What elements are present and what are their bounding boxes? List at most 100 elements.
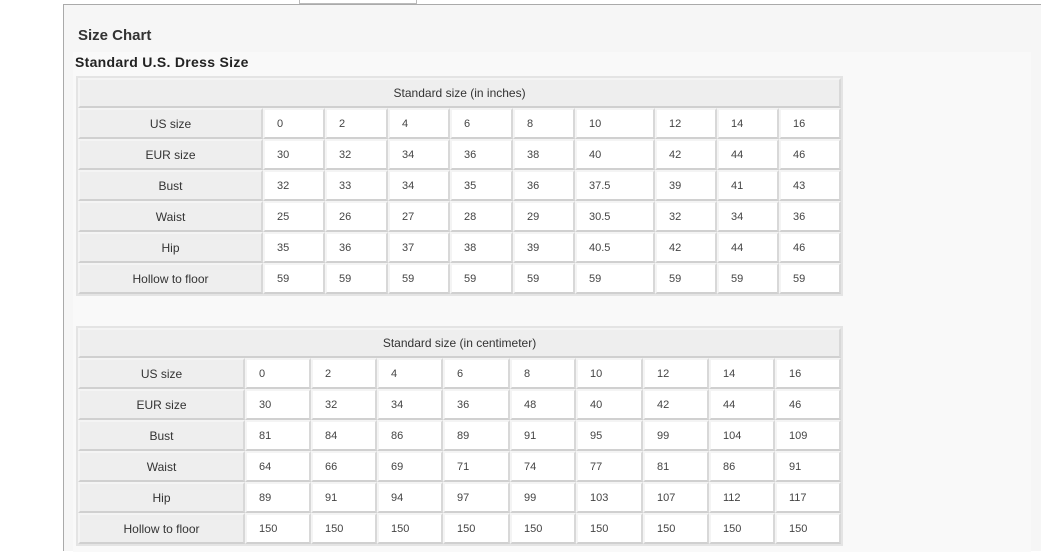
table-cell: 28: [450, 201, 513, 232]
row-label: US size: [78, 108, 263, 139]
table-cell: 59: [717, 263, 779, 294]
table-row: Hip 89 91 94 97 99 103 107 112 117: [78, 482, 842, 513]
row-label: Waist: [78, 451, 245, 482]
table-cell: 36: [443, 389, 510, 420]
table-cell: 74: [510, 451, 576, 482]
table-cell: 103: [576, 482, 643, 513]
table-header-row: Standard size (in centimeter): [78, 328, 842, 358]
table-cell: 32: [311, 389, 377, 420]
table-cell: 46: [775, 389, 842, 420]
table-cell: 38: [450, 232, 513, 263]
table-cell: 4: [377, 358, 443, 389]
table-cell: 81: [245, 420, 311, 451]
table-cell: 10: [575, 108, 655, 139]
row-label: EUR size: [78, 389, 245, 420]
table-cell: 109: [775, 420, 842, 451]
table-cell: 89: [443, 420, 510, 451]
table-cell: 91: [311, 482, 377, 513]
table-cell: 30: [263, 139, 325, 170]
row-label: Hollow to floor: [78, 263, 263, 294]
table-row: US size 0 2 4 6 8 10 12 14 16: [78, 358, 842, 389]
table-row: US size 0 2 4 6 8 10 12 14 16: [78, 108, 842, 139]
table-row: Waist 64 66 69 71 74 77 81 86 91: [78, 451, 842, 482]
table-cell: 59: [655, 263, 717, 294]
table-cell: 30: [245, 389, 311, 420]
table-cell: 16: [775, 358, 842, 389]
table-cell: 46: [779, 232, 842, 263]
table-cell: 99: [510, 482, 576, 513]
row-label: EUR size: [78, 139, 263, 170]
table-cell: 150: [709, 513, 775, 544]
table-cell: 37: [388, 232, 450, 263]
table-cell: 71: [443, 451, 510, 482]
table-header-row: Standard size (in inches): [78, 78, 842, 108]
table-cell: 39: [513, 232, 575, 263]
table-cell: 25: [263, 201, 325, 232]
table-cell: 10: [576, 358, 643, 389]
table-cell: 59: [325, 263, 388, 294]
table-cell: 150: [643, 513, 709, 544]
table-cell: 30.5: [575, 201, 655, 232]
table-cell: 150: [576, 513, 643, 544]
table-cell: 94: [377, 482, 443, 513]
table-cell: 59: [450, 263, 513, 294]
table-cell: 150: [245, 513, 311, 544]
table-cell: 35: [263, 232, 325, 263]
table-cell: 46: [779, 139, 842, 170]
table-cell: 36: [779, 201, 842, 232]
table-cell: 32: [263, 170, 325, 201]
table-cell: 86: [377, 420, 443, 451]
table-cell: 37.5: [575, 170, 655, 201]
table-cell: 48: [510, 389, 576, 420]
row-label: US size: [78, 358, 245, 389]
table-caption: Standard size (in centimeter): [78, 328, 842, 358]
table-cell: 42: [643, 389, 709, 420]
table-cell: 39: [655, 170, 717, 201]
table-cell: 59: [513, 263, 575, 294]
table-cell: 40: [575, 139, 655, 170]
table-cell: 107: [643, 482, 709, 513]
table-cell: 8: [513, 108, 575, 139]
table-cell: 150: [311, 513, 377, 544]
size-table-inches: Standard size (in inches) US size 0 2 4 6 8 10 1…: [76, 76, 844, 296]
page-title: Size Chart: [78, 27, 152, 44]
table-row: Bust 81 84 86 89 91 95 99 104 109: [78, 420, 842, 451]
table-cell: 36: [450, 139, 513, 170]
table-cell: 104: [709, 420, 775, 451]
table-cell: 0: [263, 108, 325, 139]
table-cell: 29: [513, 201, 575, 232]
table-cell: 42: [655, 139, 717, 170]
row-label: Bust: [78, 420, 245, 451]
table-row: EUR size 30 32 34 36 48 40 42 44 46: [78, 389, 842, 420]
table-cell: 42: [655, 232, 717, 263]
table-row: Hip 35 36 37 38 39 40.5 42 44 46: [78, 232, 842, 263]
row-label: Waist: [78, 201, 263, 232]
table-row: EUR size 30 32 34 36 38 40 42 44 46: [78, 139, 842, 170]
table-cell: 2: [311, 358, 377, 389]
table-cell: 34: [388, 139, 450, 170]
section-title: Standard U.S. Dress Size: [75, 54, 249, 70]
table-cell: 77: [576, 451, 643, 482]
table-cell: 99: [643, 420, 709, 451]
table-cell: 12: [655, 108, 717, 139]
table-row: Hollow to floor 150 150 150 150 150 150 150 150 1…: [78, 513, 842, 544]
table-cell: 32: [325, 139, 388, 170]
table-cell: 69: [377, 451, 443, 482]
table-cell: 33: [325, 170, 388, 201]
row-label: Bust: [78, 170, 263, 201]
size-table-centimeter: Standard size (in centimeter) US size 0 2 4 6…: [76, 326, 844, 546]
table-cell: 91: [510, 420, 576, 451]
table-cell: 86: [709, 451, 775, 482]
table-cell: 6: [450, 108, 513, 139]
table-cell: 66: [311, 451, 377, 482]
table-cell: 34: [377, 389, 443, 420]
table-cell: 38: [513, 139, 575, 170]
table-cell: 95: [576, 420, 643, 451]
table-cell: 34: [717, 201, 779, 232]
table-cell: 44: [709, 389, 775, 420]
table-cell: 89: [245, 482, 311, 513]
table-cell: 41: [717, 170, 779, 201]
table-cell: 64: [245, 451, 311, 482]
table-cell: 112: [709, 482, 775, 513]
tab[interactable]: [299, 0, 417, 4]
